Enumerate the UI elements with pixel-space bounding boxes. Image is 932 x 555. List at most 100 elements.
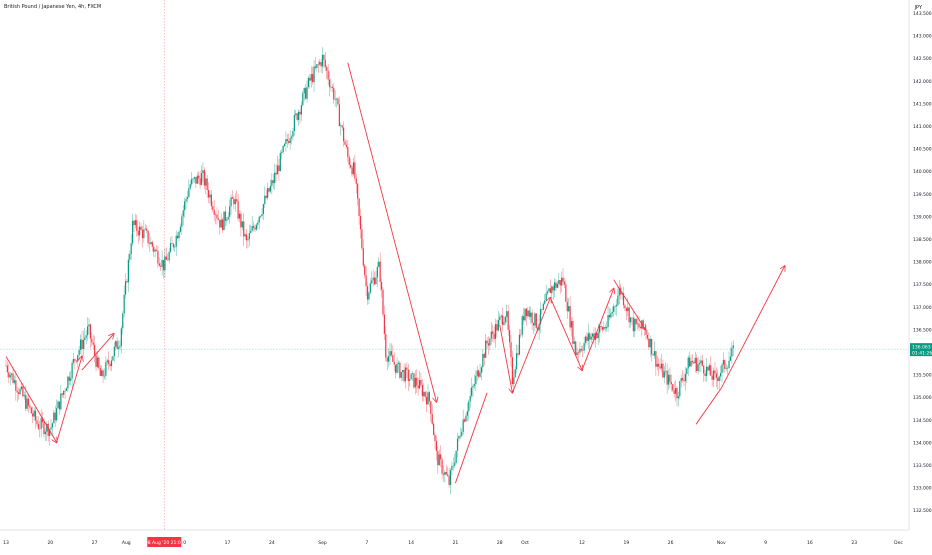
candle-body	[338, 104, 340, 127]
candle-body	[16, 390, 18, 393]
candle-body	[312, 74, 314, 83]
candle-body	[534, 313, 536, 326]
trend-line[interactable]	[695, 387, 722, 425]
candle-body	[278, 165, 280, 172]
crosshair-date-label: 08 Aug '20 21:00	[145, 540, 184, 546]
candle-body	[15, 380, 17, 391]
candle-body	[75, 360, 77, 362]
candle-body	[380, 281, 383, 290]
candle-body	[334, 99, 336, 100]
candle-body	[513, 377, 515, 385]
candle-body	[714, 370, 716, 374]
candle-body	[8, 372, 10, 378]
candle-body	[546, 291, 549, 294]
trend-arrow[interactable]	[347, 62, 437, 402]
candle-body	[711, 375, 713, 380]
candle-body	[469, 395, 471, 402]
candle-body	[684, 374, 687, 382]
candle-body	[683, 380, 685, 382]
candle-body	[662, 363, 664, 378]
candle-body	[165, 256, 167, 260]
trend-arrow[interactable]	[56, 357, 82, 443]
candle-body	[182, 210, 184, 217]
candle-body	[129, 254, 131, 260]
candle-body	[198, 175, 200, 179]
candle-body	[459, 435, 461, 437]
candle-body	[656, 363, 658, 367]
candle-body	[413, 373, 415, 388]
candle-body	[424, 391, 426, 397]
candle-body	[216, 214, 218, 219]
candle-body	[77, 355, 79, 362]
candle-body	[248, 233, 250, 240]
x-tick-label: 13	[3, 540, 9, 546]
candle-body	[732, 345, 734, 349]
candle-body	[414, 377, 416, 388]
candle-body	[530, 312, 532, 317]
candle-body	[577, 352, 580, 354]
candle-body	[195, 177, 197, 184]
candle-body	[382, 289, 384, 315]
candle-body	[651, 338, 653, 355]
candle-body	[236, 199, 238, 201]
candle-body	[548, 288, 550, 292]
candle-body	[670, 382, 672, 385]
candle-body	[559, 280, 561, 286]
candle-body	[224, 211, 227, 221]
x-tick-label: 27	[92, 540, 98, 546]
candle-body	[36, 420, 38, 424]
trend-arrow[interactable]	[499, 324, 513, 393]
x-tick-label: 28	[497, 540, 503, 546]
trend-arrow[interactable]	[5, 356, 57, 443]
candle-body	[521, 316, 523, 335]
candle-body	[500, 315, 502, 318]
candle-body	[289, 138, 291, 143]
candle-body	[510, 342, 512, 358]
candle-body	[220, 219, 222, 228]
candle-body	[95, 355, 97, 367]
candle-body	[283, 143, 286, 146]
trend-arrow[interactable]	[720, 266, 784, 389]
candle-body	[368, 292, 370, 300]
candle-body	[314, 66, 317, 68]
trend-arrow[interactable]	[581, 289, 614, 371]
candle-body	[545, 293, 547, 301]
trend-line[interactable]	[455, 392, 488, 484]
candle-body	[465, 415, 467, 422]
candle-body	[691, 360, 694, 363]
candle-body	[222, 219, 224, 231]
candle-body	[113, 346, 115, 357]
candle-body	[105, 362, 107, 376]
candle-body	[358, 198, 360, 216]
trend-arrow[interactable]	[81, 334, 114, 371]
candle-body	[132, 220, 134, 244]
candle-body	[362, 248, 364, 266]
candle-body	[227, 216, 229, 220]
candle-body	[333, 87, 335, 100]
trend-arrow[interactable]	[613, 279, 646, 330]
candle-body	[27, 398, 30, 406]
candle-body	[265, 195, 267, 198]
candle-body	[78, 349, 80, 356]
candle-body	[462, 419, 464, 432]
candle-body	[704, 373, 706, 377]
trend-arrow[interactable]	[549, 297, 582, 370]
candle-body	[437, 451, 439, 466]
candle-body	[418, 380, 421, 389]
candle-body	[212, 206, 214, 210]
candle-body	[475, 375, 477, 385]
candle-body	[674, 388, 677, 394]
candle-body	[282, 145, 284, 153]
candle-body	[244, 234, 246, 237]
candle-body	[544, 300, 546, 304]
x-tick-label: 16	[807, 540, 813, 546]
candle-body	[350, 164, 352, 168]
candle-body	[395, 364, 397, 373]
candle-body	[618, 287, 620, 296]
candle-body	[261, 214, 263, 216]
candle-body	[130, 243, 132, 255]
trend-arrow[interactable]	[511, 298, 550, 393]
crosshair-date-tag	[147, 537, 182, 547]
candle-body	[303, 88, 305, 94]
